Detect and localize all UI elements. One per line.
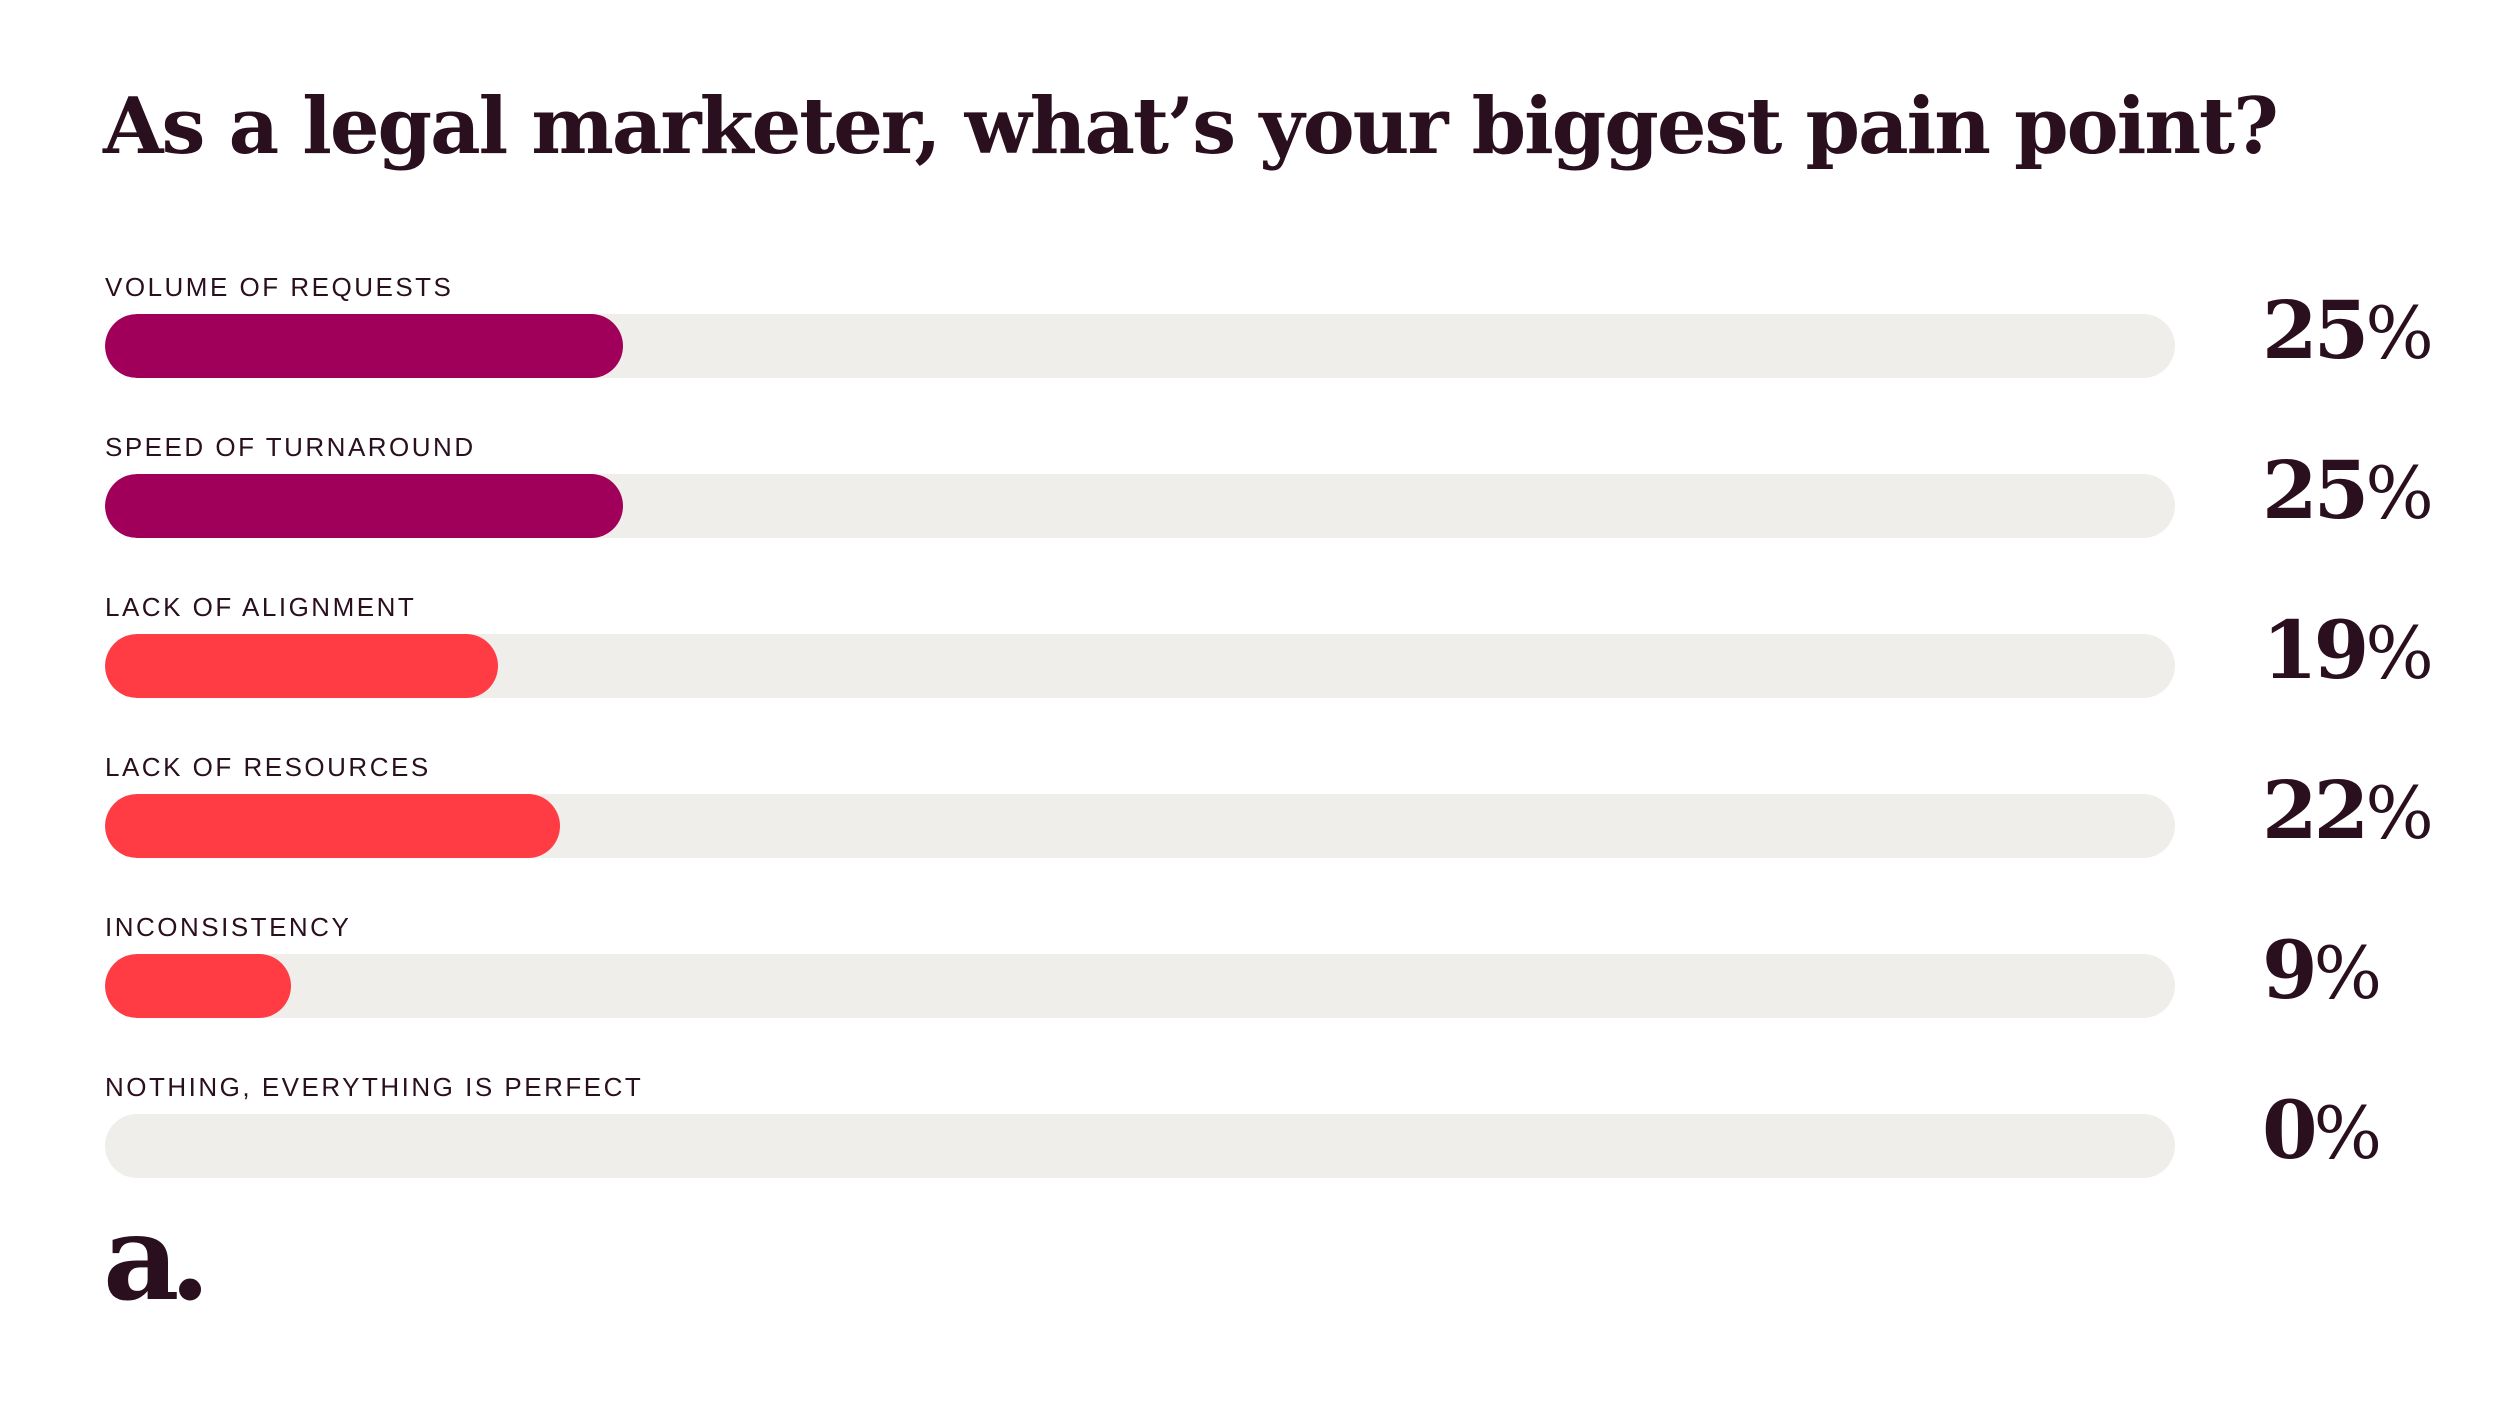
bar-category-label: VOLUME OF REQUESTS xyxy=(105,272,454,302)
bar-track xyxy=(105,314,2175,378)
bar-value-label: 19% xyxy=(2262,610,2434,690)
bar-value-label: 25% xyxy=(2262,450,2434,530)
bar-fill xyxy=(105,794,561,858)
bar-value-unit: % xyxy=(2365,771,2434,855)
bar-category-label: SPEED OF TURNAROUND xyxy=(105,432,476,462)
bar-fill xyxy=(105,954,292,1018)
bar-row: LACK OF ALIGNMENT 19% xyxy=(0,592,2500,752)
bar-track xyxy=(105,954,2175,1018)
bar-value-label: 0% xyxy=(2262,1090,2382,1170)
lowercase-a-logo-icon: a. xyxy=(103,1188,223,1327)
bar-value-label: 22% xyxy=(2262,770,2434,850)
bar-category-label: INCONSISTENCY xyxy=(105,912,352,942)
bar-value-number: 22 xyxy=(2262,763,2369,857)
bar-value-unit: % xyxy=(2365,291,2434,375)
bar-value-unit: % xyxy=(2313,1091,2383,1175)
bar-value-label: 25% xyxy=(2262,290,2434,370)
bar-category-label: NOTHING, EVERYTHING IS PERFECT xyxy=(105,1072,644,1102)
bar-row: INCONSISTENCY 9% xyxy=(0,912,2500,1072)
bar-row: NOTHING, EVERYTHING IS PERFECT 0% xyxy=(0,1072,2500,1232)
bar-category-label: LACK OF ALIGNMENT xyxy=(105,592,417,622)
bar-value-number: 19 xyxy=(2262,603,2369,697)
svg-text:a.: a. xyxy=(103,1215,201,1315)
bar-row: LACK OF RESOURCES 22% xyxy=(0,752,2500,912)
bar-fill xyxy=(105,474,623,538)
bar-category-label: LACK OF RESOURCES xyxy=(105,752,431,782)
bar-fill xyxy=(105,314,623,378)
chart-title: As a legal marketer, what’s your biggest… xyxy=(103,81,2279,172)
bar-value-unit: % xyxy=(2365,611,2434,695)
bar-value-unit: % xyxy=(2313,931,2383,1015)
bar-fill xyxy=(105,634,499,698)
bar-track xyxy=(105,474,2175,538)
bar-value-unit: % xyxy=(2365,451,2434,535)
bar-value-number: 0 xyxy=(2262,1083,2318,1177)
bar-row: VOLUME OF REQUESTS 25% xyxy=(0,272,2500,432)
bar-value-number: 25 xyxy=(2262,283,2369,377)
bar-row: SPEED OF TURNAROUND 25% xyxy=(0,432,2500,592)
bar-track xyxy=(105,1114,2175,1178)
bar-value-number: 25 xyxy=(2262,443,2369,537)
bar-value-number: 9 xyxy=(2262,923,2318,1017)
bar-track xyxy=(105,794,2175,858)
bar-value-label: 9% xyxy=(2262,930,2382,1010)
bar-track xyxy=(105,634,2175,698)
